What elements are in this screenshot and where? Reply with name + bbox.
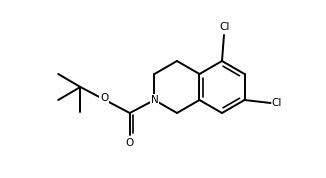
Text: Cl: Cl — [220, 22, 230, 32]
Text: O: O — [100, 93, 108, 103]
Text: N: N — [151, 95, 158, 105]
Text: O: O — [126, 138, 134, 148]
Text: Cl: Cl — [272, 98, 282, 108]
